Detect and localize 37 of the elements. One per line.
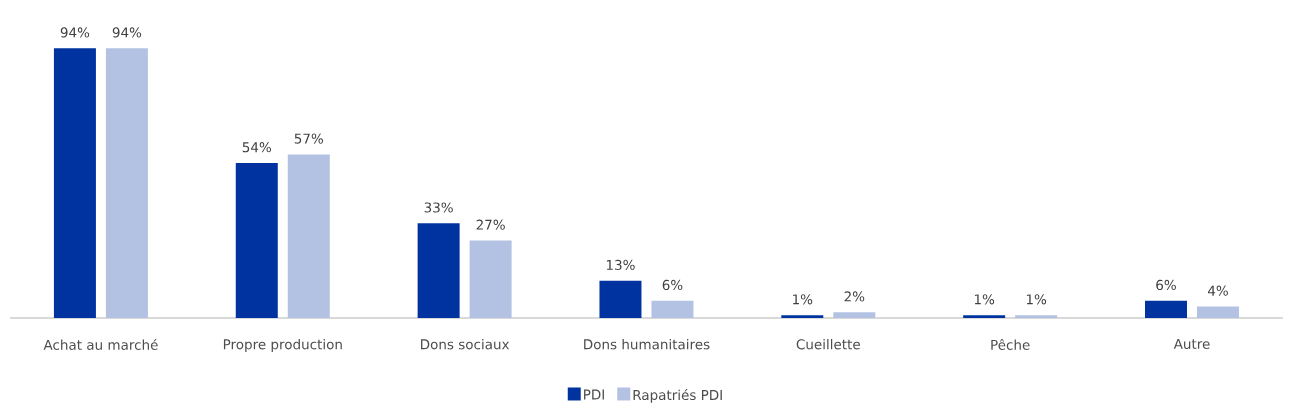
bar: [833, 312, 876, 318]
data-label: 33%: [424, 202, 453, 213]
data-label: 4%: [1207, 285, 1228, 296]
bar: [287, 154, 330, 318]
data-label: 6%: [1156, 279, 1176, 291]
x-tick-label: Cueillette: [796, 338, 860, 350]
bar: [963, 315, 1006, 318]
bar: [235, 163, 278, 318]
data-label: 94%: [60, 27, 90, 38]
legend-label: PDI: [584, 389, 604, 400]
x-tick-label: Dons humanitaires: [584, 338, 710, 350]
bar: [651, 300, 694, 318]
bar: [417, 223, 460, 318]
x-tick-label: Propre production: [223, 338, 342, 353]
bar: [53, 48, 96, 318]
data-label: 54%: [242, 142, 272, 153]
x-tick-label: Pêche: [991, 338, 1030, 350]
bar: [1197, 306, 1239, 318]
bar: [1015, 315, 1058, 318]
data-label: 57%: [294, 133, 324, 144]
bar: [1145, 300, 1187, 318]
bar: [599, 280, 642, 318]
data-label: 1%: [974, 294, 995, 305]
data-label: 27%: [476, 219, 505, 230]
data-label: 13%: [606, 259, 635, 270]
bar: [469, 240, 512, 318]
bar: [781, 315, 824, 318]
data-label: 94%: [112, 27, 142, 38]
data-label: 1%: [793, 294, 813, 305]
bar: [105, 48, 148, 318]
data-label: 1%: [1026, 294, 1047, 305]
data-label: 6%: [662, 279, 683, 291]
x-tick-label: Dons sociaux: [421, 338, 510, 350]
x-tick-label: Autre: [1173, 338, 1210, 349]
data-label: 2%: [844, 291, 865, 302]
x-tick-label: Achat au marché: [43, 338, 158, 350]
legend-label: Rapatriés PDI: [633, 389, 722, 403]
